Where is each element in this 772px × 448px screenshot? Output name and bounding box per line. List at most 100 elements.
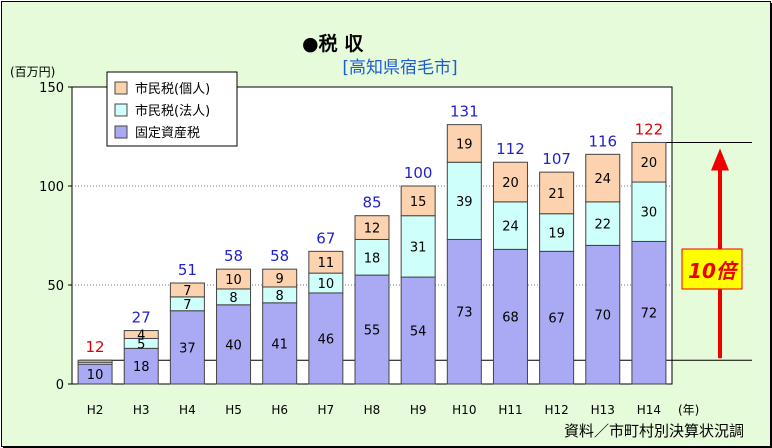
segment-value-label: 24 [594,172,611,187]
x-tick-label: H2 [87,403,104,417]
bar-segment [446,238,482,385]
bar-segment [354,274,390,385]
total-value-label: 116 [588,132,617,150]
x-tick-label: H14 [637,403,661,417]
bar-segment [492,161,528,203]
segment-value-label: 70 [594,309,611,324]
bar-segment [539,250,575,385]
bar-segment [631,181,667,242]
segment-value-label: 31 [410,240,427,255]
segment-value-label: 10 [225,273,242,288]
annotation-box [681,248,743,290]
segment-value-label: 18 [364,251,381,266]
x-axis-label: (年) [678,403,699,417]
bar-segment [308,292,344,385]
bar-segment [354,238,390,276]
bar-segment [585,244,621,385]
chart-title: ●税 収 [302,32,364,55]
y-axis-label: (百万円) [10,65,55,79]
y-tick-label: 150 [39,81,64,96]
segment-value-label: 20 [641,156,658,171]
segment-value-label: 40 [225,338,242,353]
segment-value-label: 7 [183,298,191,313]
segment-value-label: 37 [179,341,196,356]
legend-box [106,71,238,147]
segment-value-label: 8 [229,291,237,306]
segment-value-label: 19 [456,137,473,152]
x-tick-label: H8 [364,403,381,417]
segment-value-label: 73 [456,306,473,321]
segment-value-label: 15 [410,195,427,210]
total-value-label: 85 [362,194,381,212]
bar-segment [400,276,436,385]
x-tick-label: H13 [591,403,615,417]
legend-label: 市民税(個人) [135,81,210,97]
bar-segment [400,185,436,217]
segment-value-label: 30 [641,206,658,221]
bar-segment [585,153,621,203]
total-value-label: 107 [542,150,571,168]
x-tick-label: H10 [452,403,476,417]
y-tick-label: 100 [39,180,64,195]
total-value-label: 51 [178,261,197,279]
total-value-label: 67 [316,229,335,247]
bar-segment [216,268,252,290]
legend-swatch [114,125,128,139]
bar-segment [262,302,298,385]
source-note: 資料／市町村別決算状況調 [564,422,744,440]
segment-value-label: 72 [641,307,658,322]
segment-value-label: 24 [502,220,519,235]
segment-value-label: 55 [364,324,381,339]
bar-segment [492,248,528,385]
bar-segment [492,201,528,250]
bar-segment [539,213,575,252]
bar-segment [446,161,482,240]
bar-segment [169,282,205,298]
x-tick-label: H9 [410,403,427,417]
bar-segment [216,304,252,385]
bar-segment [169,310,205,385]
total-value-label: 131 [450,103,479,121]
segment-value-label: 10 [87,368,104,383]
legend-label: 固定資産税 [135,125,200,141]
x-tick-label: H12 [544,403,568,417]
bar-segment [539,171,575,215]
segment-value-label: 22 [594,218,611,233]
legend-swatch [114,103,128,117]
x-tick-label: H4 [179,403,196,417]
segment-value-label: 46 [318,332,335,347]
annotation-arrowhead [711,148,729,171]
bar-segment [308,250,344,274]
segment-value-label: 20 [502,176,519,191]
total-value-label: 58 [270,247,289,265]
segment-value-label: 41 [271,337,288,352]
bar-segment [446,124,482,163]
segment-value-label: 68 [502,311,519,326]
segment-value-label: 9 [276,272,284,287]
bar-segment [354,215,390,240]
total-value-label: 12 [86,338,105,356]
segment-value-label: 10 [318,277,335,292]
segment-value-label: 8 [276,289,284,304]
bar-segment [631,141,667,183]
annotation-label: 10倍 [688,259,739,283]
segment-value-label: 21 [548,187,565,202]
bar-segment [77,359,113,363]
segment-value-label: 11 [318,256,335,271]
segment-value-label: 12 [364,222,381,237]
total-value-label: 100 [404,164,433,182]
total-value-label: 122 [635,120,664,138]
chart-subtitle: [高知県宿毛市] [342,58,457,78]
segment-value-label: 67 [548,312,565,327]
y-tick-label: 50 [47,279,64,294]
bar-segment [400,215,436,278]
bar-segment [123,330,159,339]
segment-value-label: 19 [548,227,565,242]
x-tick-label: H6 [271,403,288,417]
legend-label: 市民税(法人) [135,103,210,119]
x-tick-label: H5 [225,403,242,417]
total-value-label: 27 [132,309,151,327]
x-tick-label: H7 [318,403,335,417]
